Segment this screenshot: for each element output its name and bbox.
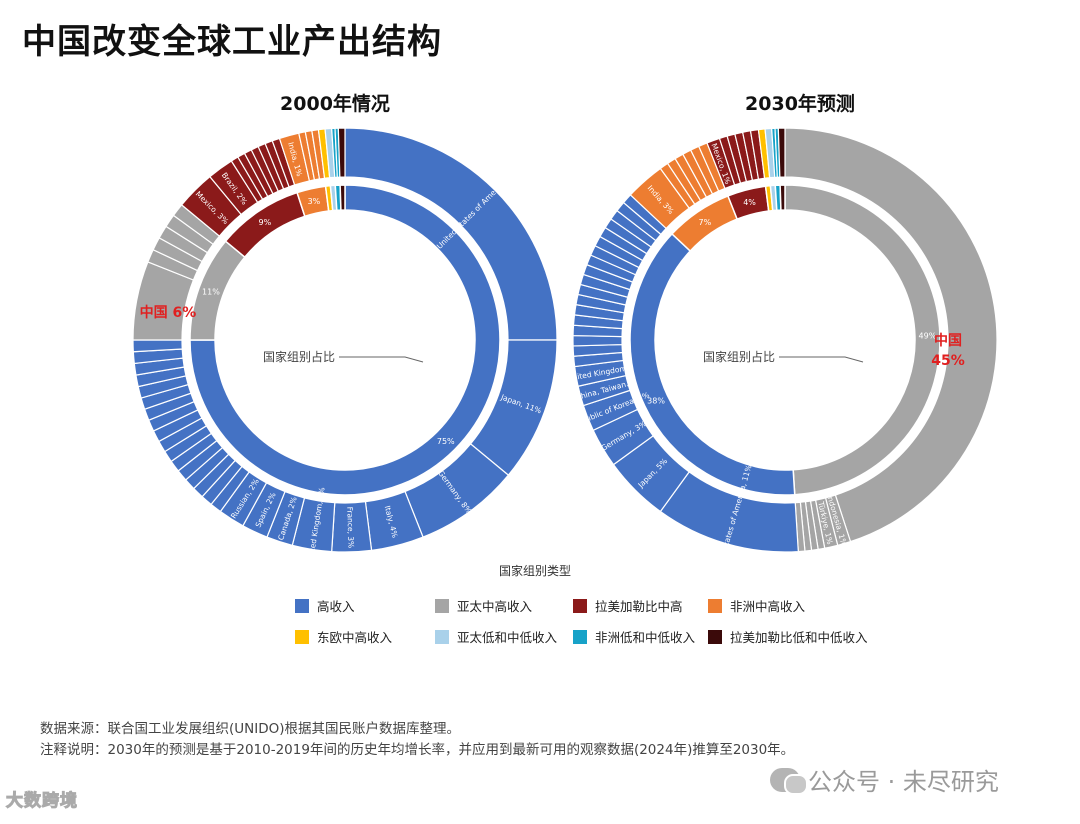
country-slice — [132, 339, 183, 353]
group-slice-label: 3% — [308, 197, 321, 206]
country-slice — [572, 334, 623, 347]
group-slice-label: 4% — [743, 198, 756, 207]
legend-label: 亚太低和中低收入 — [457, 630, 558, 645]
watermark-text: 公众号 · 未尽研究 — [808, 768, 999, 796]
wechat-icon — [770, 767, 808, 795]
legend-label: 非洲中高收入 — [730, 599, 806, 614]
legend-swatch — [435, 630, 449, 644]
legend-swatch — [708, 630, 722, 644]
chart-subtitle: 2000年情况 — [280, 92, 390, 115]
group-slice-label: 11% — [202, 288, 220, 297]
legend-label: 亚太中高收入 — [457, 599, 533, 614]
legend-swatch — [295, 630, 309, 644]
data-source-note: 数据来源：联合国工业发展组织(UNIDO)根据其国民账户数据库整理。 — [40, 721, 461, 737]
country-slice — [777, 127, 786, 178]
country-slice — [337, 127, 346, 178]
group-slice-label: 49% — [919, 332, 937, 341]
legend-label: 拉美加勒比低和中低收入 — [730, 630, 868, 645]
chart-subtitle: 2030年预测 — [745, 92, 855, 115]
legend-swatch — [573, 630, 587, 644]
legend-swatch — [295, 599, 309, 613]
legend-swatch — [573, 599, 587, 613]
legend-title: 国家组别类型 — [499, 563, 571, 578]
watermark: 公众号 · 未尽研究 — [770, 762, 999, 797]
legend-label: 拉美加勒比中高 — [595, 599, 683, 614]
group-slice — [779, 184, 786, 211]
center-label: 国家组别占比 — [263, 349, 335, 364]
group-slice-label: 7% — [699, 218, 712, 227]
group-slice — [189, 184, 501, 496]
china-callout: 中国 6% — [140, 304, 197, 321]
page-title: 中国改变全球工业产出结构 — [22, 22, 442, 62]
country-slice-label: France, 3% — [345, 506, 355, 548]
center-label-leader — [779, 356, 864, 363]
legend-swatch — [708, 599, 722, 613]
china-callout: 中国 — [934, 332, 962, 349]
explanation-note: 注释说明：2030年的预测是基于2010-2019年间的历史年均增长率，并应用到… — [40, 742, 795, 758]
logo-watermark: 大数跨境 — [6, 791, 78, 812]
legend-swatch — [435, 599, 449, 613]
legend-label: 非洲低和中低收入 — [595, 630, 696, 645]
group-slice-label: 38% — [647, 397, 665, 406]
group-slice-label: 9% — [259, 218, 272, 227]
country-slice — [784, 127, 998, 543]
group-slice-label: 75% — [437, 437, 455, 446]
center-label: 国家组别占比 — [703, 349, 775, 364]
legend-label: 东欧中高收入 — [317, 630, 393, 645]
group-slice — [339, 184, 346, 211]
china-callout: 45% — [931, 353, 965, 369]
legend-label: 高收入 — [317, 599, 355, 614]
center-label-leader — [339, 356, 424, 363]
